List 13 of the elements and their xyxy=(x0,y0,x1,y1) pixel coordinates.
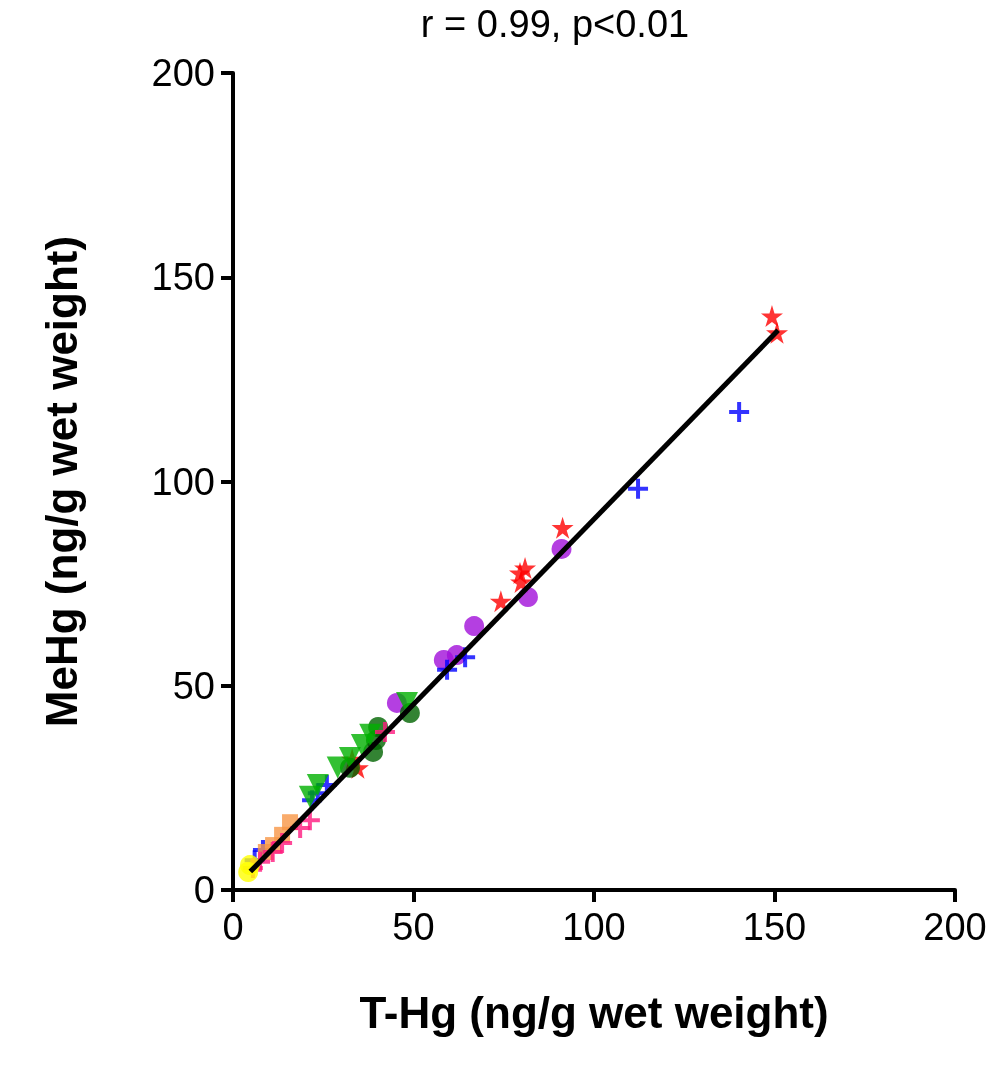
x-tick-label: 50 xyxy=(392,906,435,948)
x-tick-label: 100 xyxy=(562,906,626,948)
chart-title: r = 0.99, p<0.01 xyxy=(420,3,690,45)
y-tick-label: 50 xyxy=(172,664,215,707)
y-axis-title: MeHg (ng/g wet weight) xyxy=(36,235,86,728)
y-tick-label: 100 xyxy=(151,460,215,503)
x-axis-title: T-Hg (ng/g wet weight) xyxy=(359,987,829,1037)
y-tick-label: 200 xyxy=(151,52,215,94)
x-tick-label: 0 xyxy=(222,906,244,948)
y-tick-label: 150 xyxy=(151,256,215,299)
x-tick-label: 200 xyxy=(923,906,987,948)
y-tick-label: 0 xyxy=(193,869,215,911)
x-tick-label: 150 xyxy=(742,906,807,948)
